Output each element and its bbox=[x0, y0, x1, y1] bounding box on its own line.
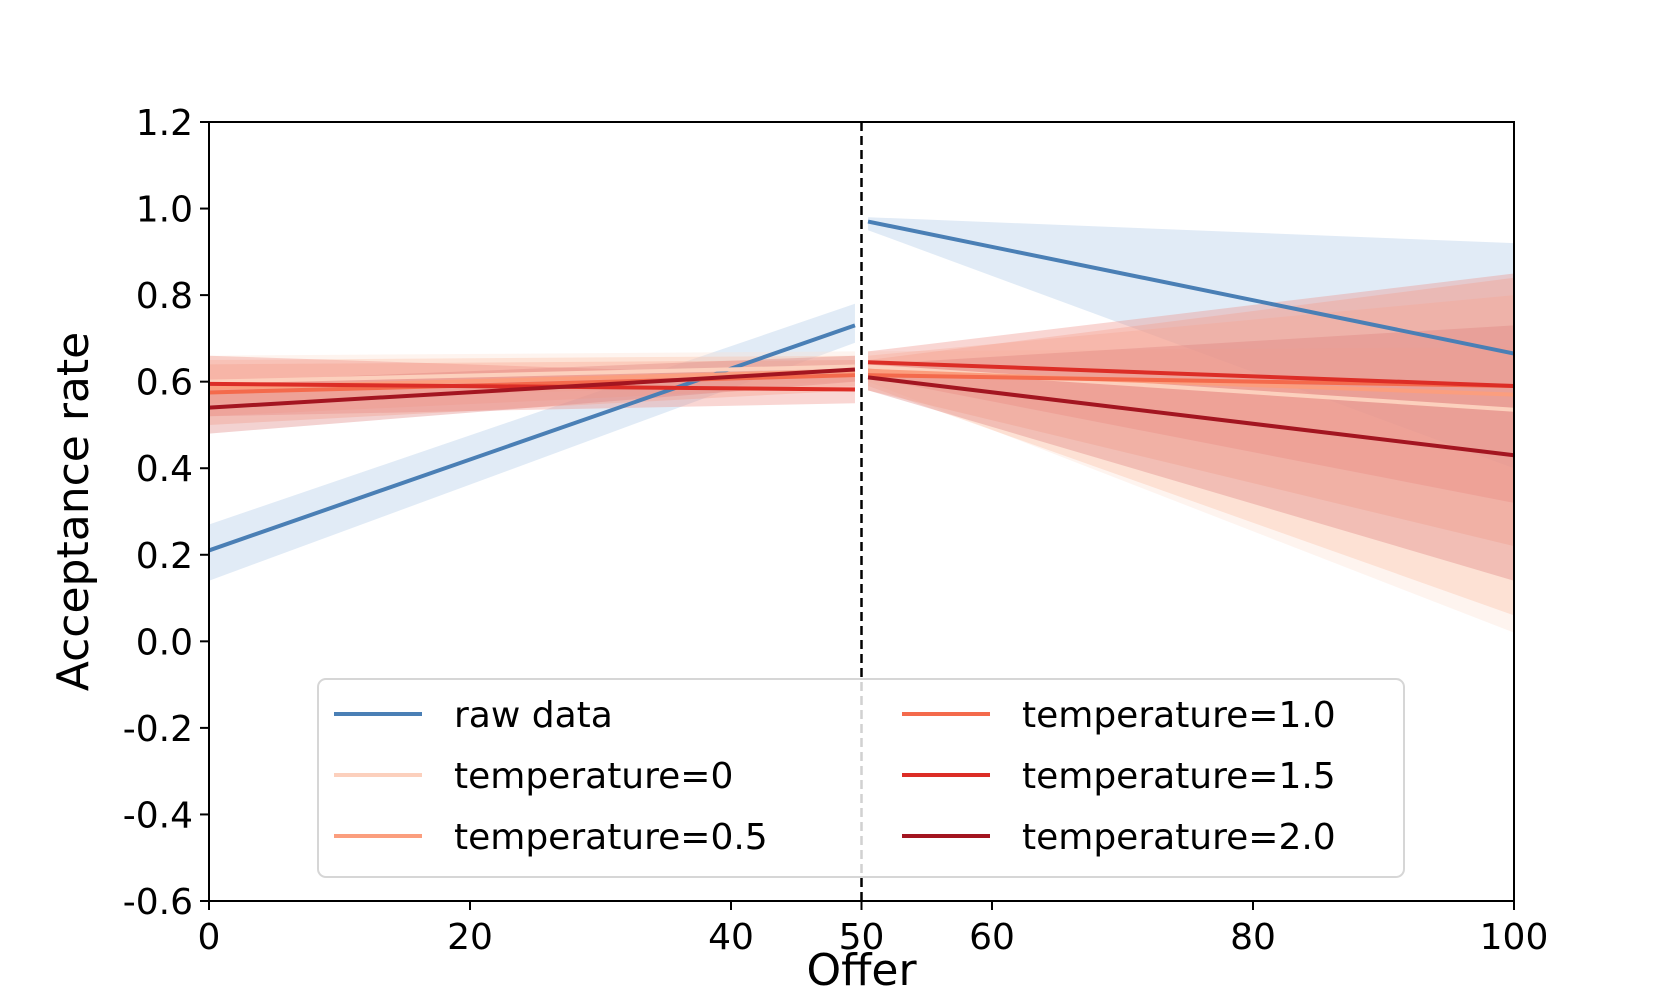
legend-entry-raw-data: raw data bbox=[334, 695, 613, 736]
band-temperature-1-0-segment-2 bbox=[868, 277, 1514, 547]
line-temperature-0-segment-1 bbox=[208, 364, 856, 384]
y-tick-label: 0.6 bbox=[136, 363, 193, 404]
legend-entry-temperature-2-0: temperature=2.0 bbox=[902, 817, 1336, 858]
legend-label: temperature=2.0 bbox=[1022, 817, 1336, 858]
legend-label: temperature=0.5 bbox=[454, 817, 768, 858]
y-axis-title: Acceptance rate bbox=[48, 332, 99, 691]
band-temperature-0-segment-1 bbox=[209, 351, 855, 404]
y-tick-label: -0.6 bbox=[123, 882, 193, 923]
line-raw-data-segment-2 bbox=[867, 219, 1515, 356]
line-temperature-0-5-segment-2 bbox=[867, 368, 1515, 397]
line-temperature-1-0-segment-2 bbox=[867, 373, 1515, 388]
band-temperature-0-segment-2 bbox=[868, 347, 1514, 633]
line-raw-data-segment-1 bbox=[208, 323, 856, 553]
y-tick-label: -0.4 bbox=[123, 795, 193, 836]
x-tick-label: 50 bbox=[839, 917, 885, 958]
y-tick-label: 1.0 bbox=[136, 190, 193, 231]
band-raw-data-segment-2 bbox=[868, 217, 1514, 469]
y-tick-label: 0.2 bbox=[136, 536, 193, 577]
legend-entry-temperature-1-5: temperature=1.5 bbox=[902, 756, 1336, 797]
legend-label: temperature=0 bbox=[454, 756, 733, 797]
legend-entry-temperature-1-0: temperature=1.0 bbox=[902, 695, 1336, 736]
line-temperature-1-0-segment-1 bbox=[208, 373, 856, 395]
y-tick-label: -0.2 bbox=[123, 709, 193, 750]
line-temperature-2-0-segment-1 bbox=[208, 367, 856, 410]
legend-label: temperature=1.5 bbox=[1022, 756, 1336, 797]
legend: raw data temperature=0 temperature=0.5 temp… bbox=[317, 678, 1405, 878]
legend-box bbox=[317, 678, 1405, 878]
legend-entry-temperature-0-5: temperature=0.5 bbox=[334, 817, 768, 858]
x-tick-label: 20 bbox=[447, 917, 493, 958]
line-temperature-1-5-segment-2 bbox=[867, 360, 1515, 388]
x-tick-label: 0 bbox=[198, 917, 221, 958]
y-tick-label: 0.8 bbox=[136, 276, 193, 317]
band-raw-data-segment-1 bbox=[209, 303, 855, 581]
series-lines bbox=[208, 219, 1515, 553]
y-tick-label: 1.2 bbox=[136, 103, 193, 144]
x-tick-label: 60 bbox=[969, 917, 1015, 958]
legend-label: temperature=1.0 bbox=[1022, 695, 1336, 736]
x-tick-label: 80 bbox=[1230, 917, 1276, 958]
line-temperature-2-0-segment-2 bbox=[867, 375, 1515, 458]
y-tick-label: 0.4 bbox=[136, 449, 193, 490]
x-axis-title: Offer bbox=[806, 945, 917, 996]
x-tick-label: 100 bbox=[1480, 917, 1549, 958]
axes: 0 20 40 50 60 80 100 -0.6 -0.4 -0.2 0.0 0.2 0.4 0.6 0.… bbox=[123, 103, 1549, 958]
y-tick-label: 0.0 bbox=[136, 622, 193, 663]
legend-entry-temperature-0: temperature=0 bbox=[334, 756, 733, 797]
x-tick-label: 40 bbox=[708, 917, 754, 958]
legend-label: raw data bbox=[454, 695, 613, 736]
